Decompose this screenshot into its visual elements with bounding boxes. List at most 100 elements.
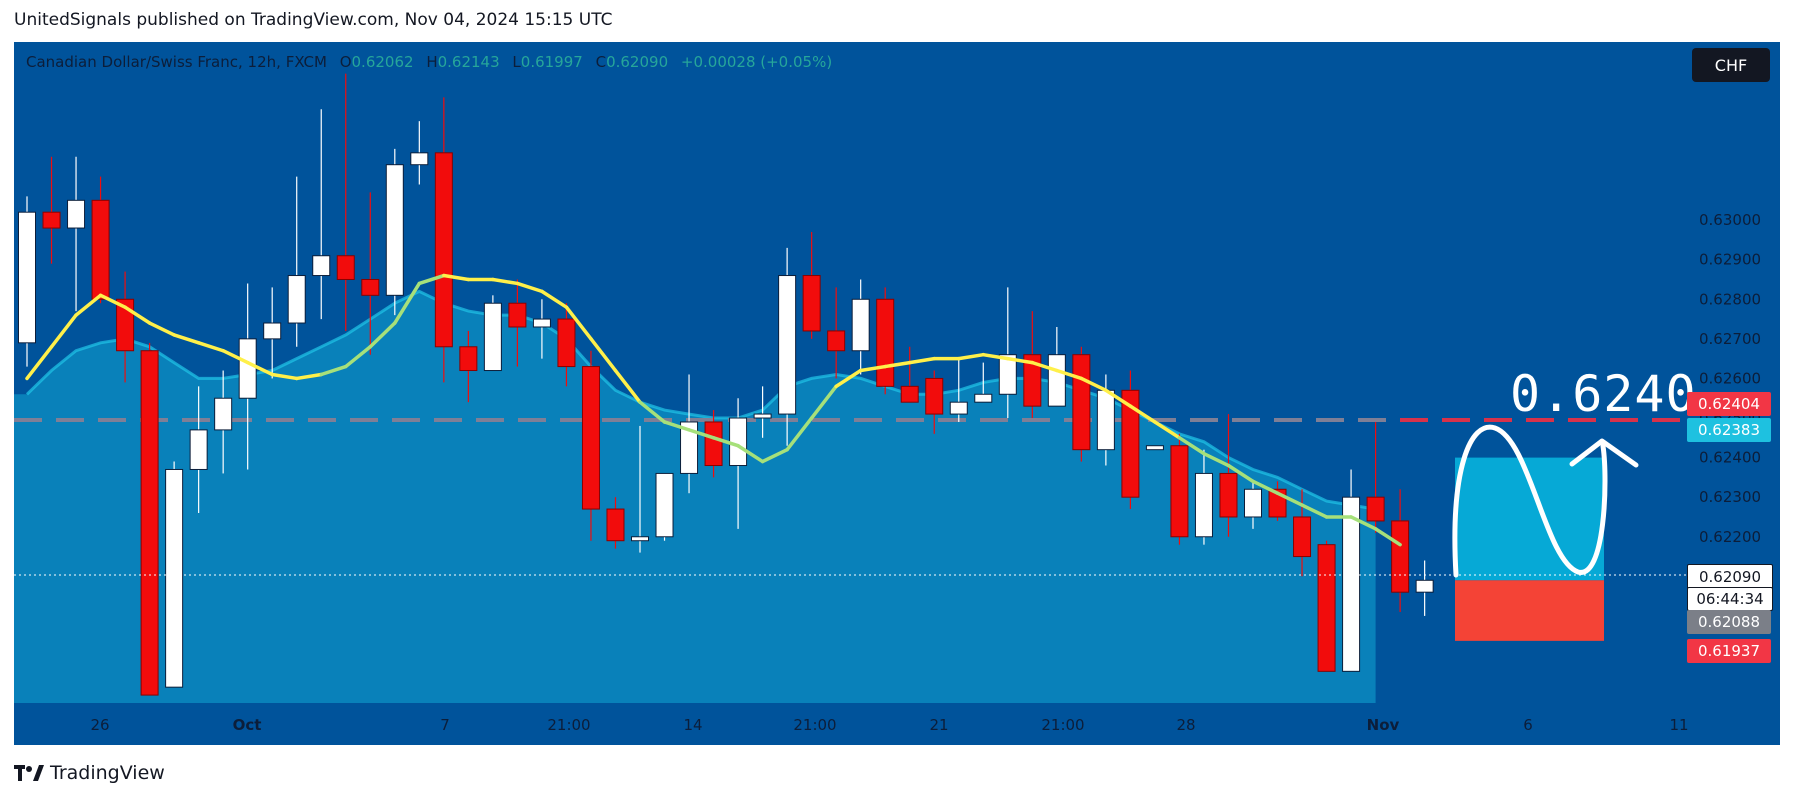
symbol-legend: Canadian Dollar/Swiss Franc, 12h, FXCM O…	[26, 53, 832, 71]
open-value: 0.62062	[351, 53, 414, 71]
time-tick-label: 26	[90, 716, 109, 734]
ma-fast-segment	[147, 321, 176, 337]
candle-body	[483, 302, 502, 372]
candle-body	[434, 152, 453, 348]
forecast-path	[1452, 424, 1608, 578]
ma-fast-segment	[123, 305, 152, 325]
candle-body	[802, 275, 821, 332]
candle	[42, 156, 61, 264]
bar-countdown-tag: 06:44:34	[1687, 587, 1773, 611]
candle	[140, 342, 159, 696]
ma-fast-segment	[393, 281, 422, 325]
candle-body	[851, 298, 870, 352]
ma-fast-segment	[981, 352, 1010, 361]
legend-separator-1: ,	[238, 53, 248, 71]
candle-body	[336, 255, 355, 280]
candle	[508, 279, 527, 367]
position-tool	[1400, 418, 1687, 641]
candle-body	[753, 413, 772, 419]
candle-body	[116, 298, 135, 352]
candle	[1145, 445, 1164, 451]
ma-fast-segment	[564, 305, 593, 341]
candle	[18, 196, 36, 367]
ma-fast-segment	[1177, 436, 1206, 456]
candle-body	[1194, 472, 1213, 538]
candle	[802, 231, 821, 339]
candle	[1219, 414, 1238, 537]
ma-price-tag: 0.62383	[1687, 418, 1771, 442]
candle-body	[1145, 445, 1164, 451]
candle	[1366, 421, 1385, 533]
candle	[729, 398, 748, 529]
candle-body	[557, 318, 576, 368]
candles-group	[18, 73, 1434, 696]
candle	[900, 346, 919, 403]
price-tick-label: 0.62300	[1699, 488, 1761, 506]
candle-body	[1170, 445, 1189, 538]
candle-body	[998, 354, 1017, 395]
ma-fast-segment	[1104, 388, 1133, 408]
candle	[606, 497, 625, 549]
forecast-arrowhead-icon	[1569, 438, 1639, 468]
ma-fast-segment	[907, 356, 936, 365]
ma-fast-segment	[319, 364, 348, 377]
candle	[557, 303, 576, 387]
candle-body	[385, 164, 404, 296]
ma-fast-segment	[1300, 503, 1329, 519]
candle-body	[42, 211, 61, 229]
candle	[925, 370, 944, 434]
stop-zone	[1455, 580, 1604, 641]
candle	[238, 283, 257, 470]
candle-body	[1342, 496, 1361, 672]
ma-fast-segment	[417, 273, 446, 286]
ma-fast-segment	[883, 360, 912, 369]
candle-body	[165, 468, 184, 688]
candle	[67, 156, 86, 312]
candle-body	[67, 199, 86, 229]
candle	[1244, 481, 1262, 529]
candle	[974, 362, 993, 403]
candle-body	[631, 536, 649, 542]
candle	[1170, 433, 1189, 545]
open-label: O	[339, 53, 352, 71]
ma-fast-segment	[736, 443, 765, 464]
candle	[998, 287, 1017, 419]
candle	[1391, 489, 1410, 612]
candle	[214, 370, 233, 474]
candle	[459, 330, 478, 403]
price-chart[interactable]: 0.630000.629000.628000.627000.626000.625…	[0, 0, 1793, 760]
candle	[263, 287, 282, 379]
candle	[581, 350, 600, 541]
candle-body	[1023, 354, 1042, 407]
symbol-name: Canadian Dollar/Swiss Franc	[26, 53, 238, 71]
ma-fast-segment	[687, 428, 716, 440]
ma-fast-segment	[1226, 463, 1255, 484]
legend-separator-2: ,	[276, 53, 286, 71]
ma-fast-segment	[172, 333, 201, 345]
low-label: L	[512, 53, 521, 71]
candle-body	[704, 421, 723, 467]
ma-fast-segment	[1251, 479, 1280, 495]
time-tick-label: 21:00	[1041, 716, 1084, 734]
ma-fast-segment	[638, 400, 667, 424]
price-tick-label: 0.62900	[1699, 251, 1761, 269]
currency-button[interactable]: CHF	[1692, 48, 1770, 82]
candle-body	[508, 302, 527, 328]
time-tick-label: 28	[1176, 716, 1195, 734]
candle-body	[1121, 389, 1140, 498]
candle-body	[949, 401, 968, 415]
ma-fast-segment	[98, 293, 127, 309]
candle	[680, 374, 699, 494]
candle-body	[606, 508, 625, 542]
candle	[827, 287, 846, 379]
candle	[778, 247, 797, 446]
candle-body	[214, 397, 233, 431]
candle-body	[459, 346, 478, 372]
candle-body	[1244, 488, 1262, 518]
candle	[655, 472, 674, 541]
tradingview-brand: TradingView	[50, 762, 165, 784]
time-tick-label: 7	[440, 716, 450, 734]
candle-body	[827, 330, 846, 352]
tradingview-footer[interactable]: TradingView	[14, 761, 165, 785]
candle-body	[238, 338, 257, 399]
